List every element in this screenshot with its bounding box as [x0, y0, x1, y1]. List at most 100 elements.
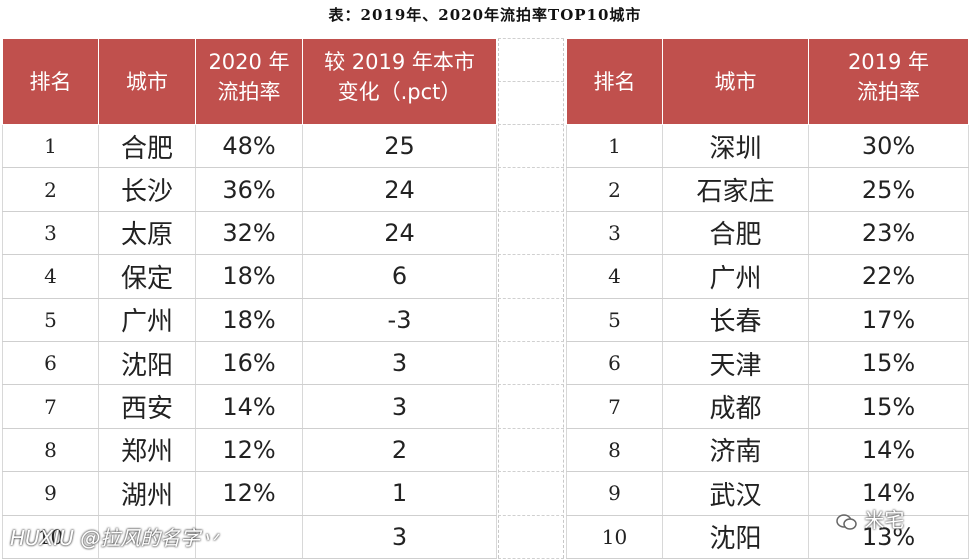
gap-divider-line — [498, 254, 564, 256]
left-cell: 24 — [302, 211, 497, 256]
table-row: 6 天津 15% — [566, 341, 969, 386]
right-header-row: 排名 城市 2019 年流拍率 — [566, 38, 969, 125]
left-cell: 6 — [2, 341, 99, 386]
gap-divider-line — [498, 210, 564, 212]
right-cell: 17% — [808, 298, 969, 342]
left-cell: 广州 — [98, 298, 196, 342]
left-header-city: 城市 — [98, 38, 196, 125]
table-row: 6 沈阳 16% 3 — [2, 341, 497, 386]
right-cell: 5 — [566, 298, 663, 342]
gap-divider-line — [498, 384, 564, 386]
table-row: 3 太原 32% 24 — [2, 211, 497, 256]
watermark-huxiu: HUXIU @拉风的名字丷 — [10, 526, 221, 550]
left-cell: 1 — [2, 124, 99, 169]
right-cell: 8 — [566, 428, 663, 473]
table-row: 1 合肥 48% 25 — [2, 124, 497, 169]
left-cell: 沈阳 — [98, 341, 196, 386]
table-row: 7 西安 14% 3 — [2, 384, 497, 429]
left-cell: 长沙 — [98, 167, 196, 212]
left-cell: 5 — [2, 298, 99, 342]
right-cell: 成都 — [662, 384, 809, 429]
right-table-2019: 排名 城市 2019 年流拍率 1 深圳 30% 2 石家庄 25% 3 合肥 23% 4 广州 22… — [566, 38, 969, 559]
left-cell: 2 — [302, 428, 497, 473]
left-cell: 2 — [2, 167, 99, 212]
table-row: 1 深圳 30% — [566, 124, 969, 169]
left-cell: 25 — [302, 124, 497, 169]
right-cell: 深圳 — [662, 124, 809, 169]
table-row: 3 合肥 23% — [566, 211, 969, 256]
right-cell: 济南 — [662, 428, 809, 473]
left-cell: 3 — [2, 211, 99, 256]
left-cell: 12% — [195, 471, 303, 516]
left-cell: 24 — [302, 167, 497, 212]
table-row: 10 沈阳 13% — [566, 515, 969, 559]
right-cell: 6 — [566, 341, 663, 386]
right-cell: 3 — [566, 211, 663, 256]
right-cell: 14% — [808, 428, 969, 473]
table-row: 7 成都 15% — [566, 384, 969, 429]
table-caption: 表：2019年、2020年流拍率TOP10城市 — [328, 6, 642, 24]
table-row: 2 石家庄 25% — [566, 167, 969, 212]
left-header-change-text: 较 2019 年本市 变化（.pct） — [324, 50, 475, 104]
left-cell: 郑州 — [98, 428, 196, 473]
right-cell: 23% — [808, 211, 969, 256]
table-row: 5 广州 18% -3 — [2, 298, 497, 342]
right-cell: 15% — [808, 341, 969, 386]
gap-divider-line — [498, 427, 564, 429]
right-cell: 长春 — [662, 298, 809, 342]
left-cell: 4 — [2, 254, 99, 299]
right-cell: 沈阳 — [662, 515, 809, 559]
left-cell: 14% — [195, 384, 303, 429]
table-row: 4 广州 22% — [566, 254, 969, 299]
table-row: 9 湖州 12% 1 — [2, 471, 497, 516]
left-cell — [98, 515, 196, 559]
right-cell: 广州 — [662, 254, 809, 299]
left-table-2020: 排名 城市 2020 年流拍率 较 2019 年本市 变化（.pct） 1 合肥 48… — [2, 38, 497, 559]
gap-divider-line — [498, 514, 564, 516]
gap-divider-line — [498, 471, 564, 473]
watermark-mizhai: 米宅 — [836, 504, 904, 533]
right-header-rate-2019: 2019 年流拍率 — [808, 38, 969, 125]
right-cell: 22% — [808, 254, 969, 299]
left-cell: 3 — [302, 341, 497, 386]
gap-divider-line — [498, 341, 564, 342]
left-header-rate-2020: 2020 年流拍率 — [195, 38, 303, 125]
right-cell: 2 — [566, 167, 663, 212]
left-cell: 湖州 — [98, 471, 196, 516]
right-header-city: 城市 — [662, 38, 809, 125]
left-cell: 18% — [195, 254, 303, 299]
left-header-change: 较 2019 年本市 变化（.pct） — [302, 38, 497, 125]
right-cell: 1 — [566, 124, 663, 169]
right-header-rate-2019-text: 2019 年流拍率 — [847, 50, 930, 104]
left-cell: 6 — [302, 254, 497, 299]
left-cell: -3 — [302, 298, 497, 342]
left-cell: 保定 — [98, 254, 196, 299]
table-row: 8 济南 14% — [566, 428, 969, 473]
gap-divider-line — [498, 124, 564, 125]
watermark-mizhai-text: 米宅 — [864, 508, 905, 532]
table-row: 2 长沙 36% 24 — [2, 167, 497, 212]
left-cell: 32% — [195, 211, 303, 256]
left-cell: 9 — [2, 471, 99, 516]
left-cell: 西安 — [98, 384, 196, 429]
right-cell: 25% — [808, 167, 969, 212]
left-header-rate-2020-text: 2020 年流拍率 — [208, 50, 290, 104]
right-cell: 7 — [566, 384, 663, 429]
right-cell: 天津 — [662, 341, 809, 386]
left-cell: 8 — [2, 428, 99, 473]
gap-divider-line — [498, 167, 564, 169]
gap-divider-line — [498, 38, 564, 39]
left-cell: 18% — [195, 298, 303, 342]
right-cell: 合肥 — [662, 211, 809, 256]
left-cell: 12% — [195, 428, 303, 473]
left-header-row: 排名 城市 2020 年流拍率 较 2019 年本市 变化（.pct） — [2, 38, 497, 125]
right-cell: 10 — [566, 515, 663, 559]
left-cell: 3 — [302, 384, 497, 429]
left-cell: 7 — [2, 384, 99, 429]
left-cell: 16% — [195, 341, 303, 386]
table-row: 5 长春 17% — [566, 298, 969, 342]
left-cell: 10 — [2, 515, 99, 559]
left-cell: 48% — [195, 124, 303, 169]
left-cell — [195, 515, 303, 559]
left-cell: 1 — [302, 471, 497, 516]
